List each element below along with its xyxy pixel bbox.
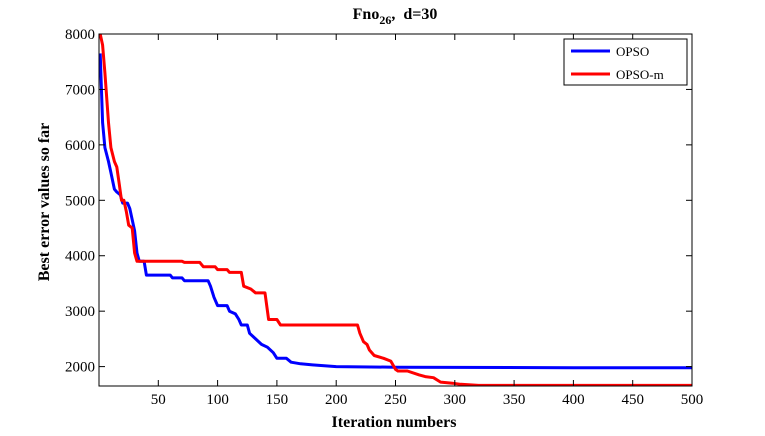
x-tick-label: 150 bbox=[266, 392, 289, 408]
y-tick-label: 8000 bbox=[65, 27, 95, 43]
series-line-opso bbox=[99, 53, 692, 370]
plot-frame bbox=[98, 33, 693, 387]
legend: OPSO OPSO-m bbox=[563, 38, 688, 86]
x-tick-label: 300 bbox=[444, 392, 467, 408]
chart-title-main: Fno bbox=[353, 6, 380, 23]
y-tick-label: 3000 bbox=[65, 304, 95, 320]
y-tick-label: 2000 bbox=[65, 360, 95, 376]
svg-text:Fno26, d=30: Fno26, d=30 bbox=[353, 6, 438, 27]
x-tick-label: 250 bbox=[384, 392, 407, 408]
x-tick-label: 500 bbox=[681, 392, 704, 408]
x-tick-label: 400 bbox=[562, 392, 585, 408]
y-tick-label: 5000 bbox=[65, 193, 95, 209]
y-tick-label: 4000 bbox=[65, 249, 95, 265]
x-axis-label: Iteration numbers bbox=[332, 414, 457, 431]
legend-box bbox=[563, 38, 688, 86]
chart-title-suffix: , d=30 bbox=[391, 6, 437, 23]
legend-label-opso-m: OPSO-m bbox=[616, 67, 664, 82]
x-tick-label: 100 bbox=[206, 392, 229, 408]
legend-label-opso: OPSO bbox=[616, 44, 649, 59]
series-line-opso-m bbox=[99, 34, 692, 386]
chart-title-subscript: 26 bbox=[379, 13, 391, 27]
chart-title: Fno26, d=30 bbox=[353, 6, 438, 27]
x-tick-label: 200 bbox=[325, 392, 348, 408]
x-tick-label: 50 bbox=[151, 392, 166, 408]
x-tick-label: 350 bbox=[503, 392, 526, 408]
axes: 50 100 150 200 250 300 350 400 450 500 2000 3000 400… bbox=[65, 27, 703, 408]
series-layer bbox=[99, 34, 692, 386]
x-tick-label: 450 bbox=[621, 392, 644, 408]
y-tick-label: 6000 bbox=[65, 138, 95, 154]
y-tick-label: 7000 bbox=[65, 82, 95, 98]
y-axis-label: Best error values so far bbox=[36, 123, 53, 281]
